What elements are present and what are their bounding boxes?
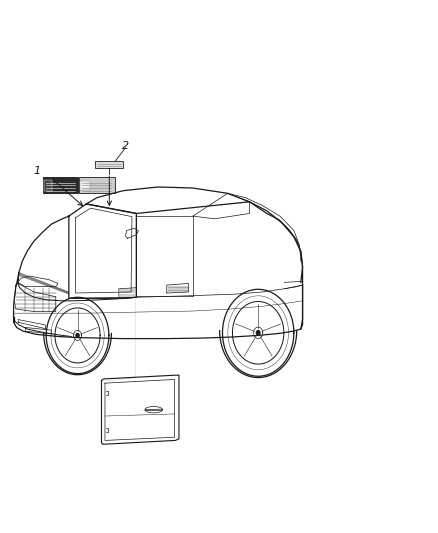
FancyBboxPatch shape: [43, 177, 78, 193]
Polygon shape: [256, 330, 260, 335]
FancyBboxPatch shape: [79, 177, 115, 193]
FancyBboxPatch shape: [80, 181, 90, 190]
FancyBboxPatch shape: [44, 180, 52, 191]
Polygon shape: [76, 334, 79, 337]
Text: 1: 1: [34, 166, 41, 176]
FancyBboxPatch shape: [95, 161, 123, 168]
Text: 2: 2: [122, 141, 129, 151]
